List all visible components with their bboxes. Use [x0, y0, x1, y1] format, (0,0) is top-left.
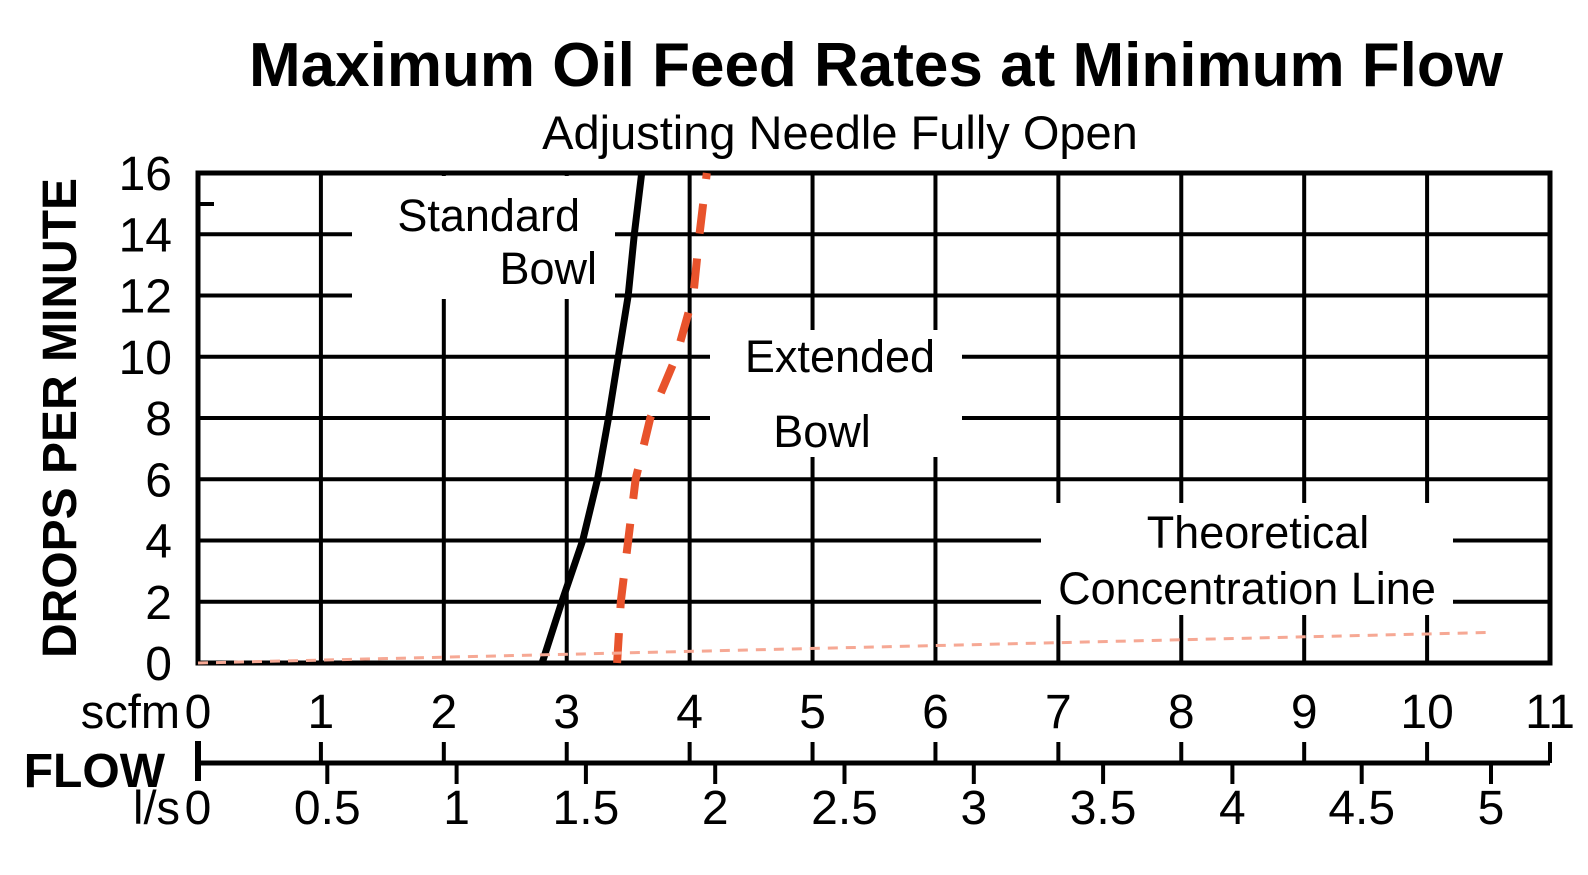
extended-bowl-label-box: [710, 330, 962, 457]
curves: [197, 172, 1493, 665]
theoretical-label-line2: Concentration Line: [1058, 563, 1436, 614]
y-tick-label: 10: [119, 332, 172, 385]
scfm-tick-label: 0: [185, 686, 212, 739]
standard-bowl-label-box: [352, 176, 615, 299]
flow-ruler: [195, 741, 1552, 784]
scfm-tick-label: 9: [1291, 686, 1318, 739]
chart-subtitle: Adjusting Needle Fully Open: [542, 106, 1138, 159]
ls-tick-label: 4.5: [1328, 782, 1395, 835]
ls-tick-label: 0: [185, 782, 212, 835]
standard-bowl-label-line1: Standard: [397, 190, 580, 241]
ls-tick-label: 3: [960, 782, 987, 835]
scfm-tick-label: 7: [1045, 686, 1072, 739]
flow-axis-label: FLOW: [24, 745, 166, 798]
ls-tick-label: 2.5: [811, 782, 878, 835]
extended-bowl-label-line2: Bowl: [773, 406, 871, 457]
theoretical-label-line1: Theoretical: [1147, 507, 1370, 558]
plot-border: [195, 170, 1553, 666]
y-tick-label: 0: [145, 638, 172, 691]
ls-tick-label: 2: [702, 782, 729, 835]
scfm-tick-label: 1: [308, 686, 335, 739]
scfm-tick-label: 2: [430, 686, 457, 739]
y-axis-label: DROPS PER MINUTE: [34, 178, 87, 658]
ls-tick-label: 1: [443, 782, 470, 835]
y-tick-labels: 0 2 4 6 8 10 12 14 16: [119, 148, 172, 691]
y-tick-label: 6: [145, 454, 172, 507]
scfm-tick-label: 10: [1400, 686, 1453, 739]
scfm-tick-labels: 0 1 2 3 4 5 6 7 8 9 10 11: [185, 686, 1575, 739]
standard-bowl-curve: [538, 172, 646, 665]
ls-tick-label: 4: [1219, 782, 1246, 835]
ls-tick-label: 5: [1478, 782, 1505, 835]
y-tick-label: 16: [119, 148, 172, 201]
ls-unit-label: l/s: [133, 781, 180, 834]
extended-bowl-label-line1: Extended: [745, 331, 935, 382]
theoretical-label-box: [1041, 503, 1453, 615]
ls-tick-label: 0.5: [294, 782, 361, 835]
y-tick-label: 4: [145, 516, 172, 569]
scfm-tick-label: 11: [1525, 686, 1575, 739]
scfm-tick-label: 5: [799, 686, 826, 739]
scfm-unit-label: scfm: [81, 685, 180, 738]
annotation-boxes: [352, 176, 1453, 615]
ls-tick-labels: 0 0.5 1 1.5 2 2.5 3 3.5 4 4.5 5: [185, 782, 1505, 835]
ls-tick-label: 1.5: [553, 782, 620, 835]
theoretical-concentration-line-curve: [197, 630, 1493, 665]
extended-bowl-curve: [613, 172, 711, 664]
y-tick-label: 8: [145, 393, 172, 446]
chart-title: Maximum Oil Feed Rates at Minimum Flow: [249, 31, 1504, 100]
y-tick-label: 2: [145, 577, 172, 630]
standard-bowl-label-line2: Bowl: [499, 243, 597, 294]
scfm-tick-label: 6: [922, 686, 949, 739]
ls-tick-label: 3.5: [1070, 782, 1137, 835]
y-tick-label: 12: [119, 271, 172, 324]
scfm-tick-label: 8: [1168, 686, 1195, 739]
scfm-tick-label: 3: [553, 686, 580, 739]
y-tick-label: 14: [119, 209, 172, 262]
scfm-tick-label: 4: [676, 686, 703, 739]
